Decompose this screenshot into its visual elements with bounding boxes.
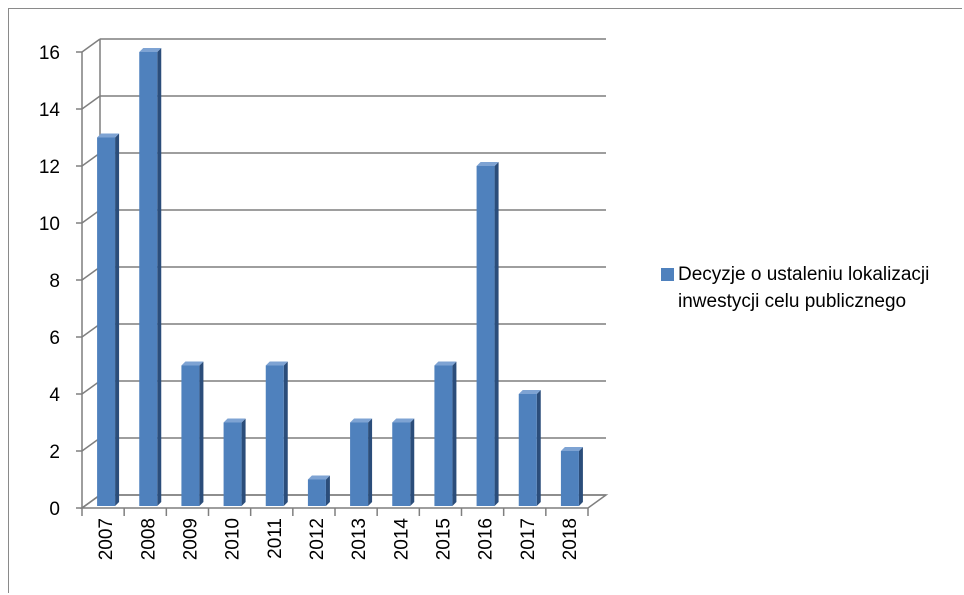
y-tick-label: 4	[49, 385, 60, 406]
bar-2017	[518, 394, 537, 506]
y-tick-label: 2	[49, 442, 60, 463]
y-tick-label: 14	[39, 100, 61, 121]
bar-side-2009	[199, 361, 204, 506]
bar-2018	[560, 451, 579, 506]
bar-2008	[139, 52, 158, 506]
bar-2013	[350, 422, 369, 506]
gridline-side	[81, 152, 101, 167]
bar-2012	[307, 479, 326, 506]
y-tick-label: 0	[49, 499, 60, 520]
gridline-side	[81, 437, 101, 452]
bar-top-2014	[392, 418, 415, 423]
x-tick-label: 2013	[349, 518, 370, 560]
bar-side-2017	[536, 390, 541, 506]
x-tick-label: 2017	[518, 518, 539, 560]
y-tick-label: 16	[39, 43, 60, 64]
y-tick-label: 6	[49, 328, 60, 349]
x-tick-label: 2011	[265, 518, 286, 559]
x-tick-label: 2012	[307, 518, 328, 560]
y-tick-label: 8	[49, 271, 60, 292]
gridline-side	[81, 38, 101, 53]
y-tick-label: 12	[39, 157, 60, 178]
chart-frame	[8, 8, 962, 593]
gridline-side	[81, 266, 101, 281]
bar-side-2013	[368, 418, 373, 506]
gridline-side	[81, 209, 101, 224]
bar-top-2016	[476, 162, 499, 166]
bar-side-2007	[115, 133, 120, 506]
bar-side-2012	[325, 475, 330, 506]
bar-top-2017	[518, 390, 541, 394]
bar-top-2010	[223, 418, 246, 423]
x-tick-label: 2018	[560, 518, 581, 560]
bar-top-2018	[560, 447, 583, 451]
bar-side-2016	[494, 162, 499, 506]
bar-side-2018	[578, 447, 583, 506]
bar-2016	[476, 166, 495, 506]
x-tick-label: 2015	[433, 518, 454, 560]
bar-side-2011	[283, 361, 288, 506]
bar-side-2015	[452, 361, 457, 506]
x-tick-label: 2010	[223, 518, 244, 560]
x-tick-label: 2016	[476, 518, 497, 560]
bar-2015	[434, 365, 453, 506]
legend: Decyzje o ustaleniu lokalizacji inwestyc…	[661, 261, 961, 315]
y-axis-tick-labels: 0 2 4 6 8 10 12 14 16	[39, 43, 61, 520]
gridline-side	[81, 380, 101, 395]
bar-top-2015	[434, 361, 457, 366]
x-tick-label: 2014	[391, 518, 412, 561]
legend-entry-label: Decyzje o ustaleniu lokalizacji inwestyc…	[678, 264, 930, 312]
x-axis-tick-labels: 2007 2008 2009 2010 2011 2012 2013 2014 2015 2016…	[96, 518, 581, 561]
bar-2014	[392, 422, 411, 506]
bar-top-2012	[307, 475, 330, 480]
bar-side-2014	[410, 418, 415, 506]
bar-top-2013	[350, 418, 373, 423]
bar-side-2010	[241, 418, 246, 506]
gridline-side	[81, 95, 101, 110]
gridline-side	[81, 323, 101, 338]
bar-side-2008	[157, 48, 162, 506]
x-tick-label: 2007	[96, 518, 117, 560]
x-tick-label: 2009	[180, 518, 201, 560]
bar-2009	[181, 365, 200, 506]
bar-2011	[265, 365, 284, 506]
bar-2007	[97, 137, 116, 506]
bar-top-2008	[139, 48, 162, 52]
bar-top-2011	[265, 361, 288, 366]
bar-2010	[223, 422, 242, 506]
bars	[97, 48, 583, 506]
y-tick-label: 10	[39, 214, 60, 235]
bar-top-2009	[181, 361, 204, 366]
bar-top-2007	[97, 133, 120, 138]
legend-swatch	[661, 268, 674, 281]
x-tick-label: 2008	[138, 518, 159, 560]
